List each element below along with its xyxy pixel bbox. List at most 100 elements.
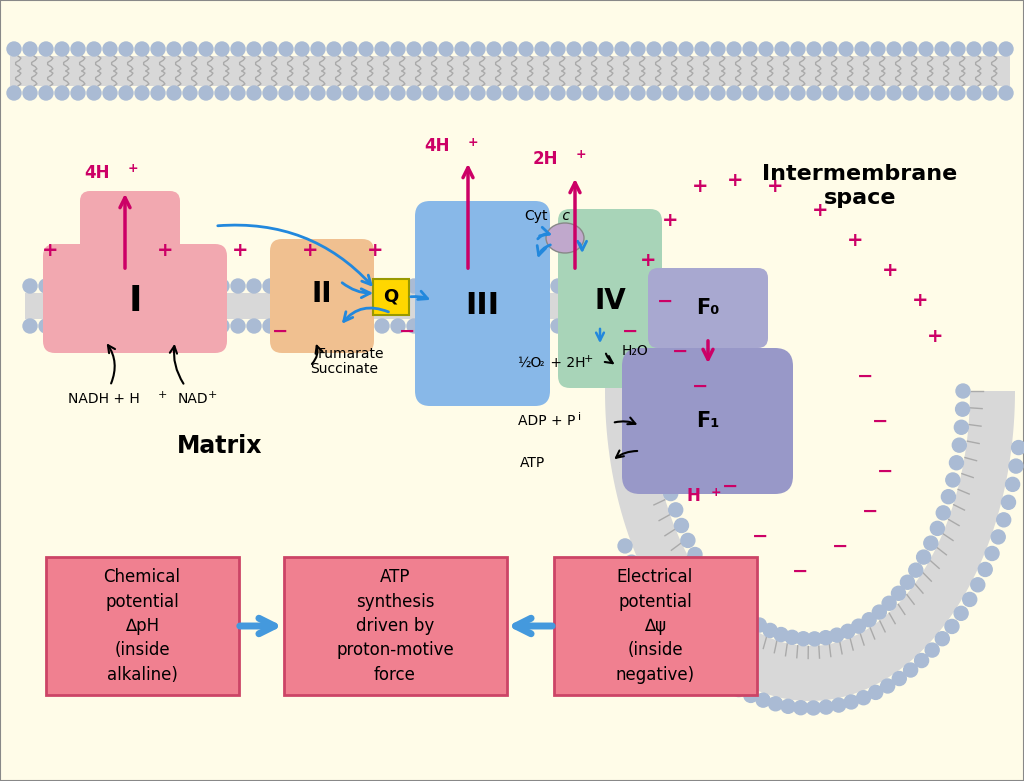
Circle shape bbox=[151, 42, 165, 56]
Circle shape bbox=[263, 42, 278, 56]
Circle shape bbox=[87, 86, 101, 100]
Circle shape bbox=[87, 42, 101, 56]
Text: −: − bbox=[398, 322, 415, 341]
Circle shape bbox=[343, 279, 357, 293]
Circle shape bbox=[650, 380, 664, 394]
Circle shape bbox=[167, 319, 181, 333]
Circle shape bbox=[808, 632, 821, 646]
Text: +: + bbox=[42, 241, 58, 261]
Circle shape bbox=[900, 576, 914, 589]
Circle shape bbox=[103, 86, 117, 100]
Circle shape bbox=[215, 86, 229, 100]
Circle shape bbox=[311, 319, 325, 333]
Circle shape bbox=[711, 42, 725, 56]
Circle shape bbox=[7, 42, 22, 56]
Circle shape bbox=[632, 571, 646, 585]
Circle shape bbox=[608, 279, 622, 293]
Circle shape bbox=[887, 42, 901, 56]
Circle shape bbox=[881, 679, 895, 693]
Circle shape bbox=[887, 86, 901, 100]
Circle shape bbox=[892, 672, 906, 686]
Circle shape bbox=[868, 686, 883, 700]
Text: +: + bbox=[367, 241, 383, 261]
Circle shape bbox=[375, 42, 389, 56]
Circle shape bbox=[535, 42, 549, 56]
Text: + 2H: + 2H bbox=[546, 356, 586, 370]
Circle shape bbox=[39, 42, 53, 56]
Text: +: + bbox=[584, 354, 593, 364]
FancyBboxPatch shape bbox=[622, 348, 793, 494]
Text: +: + bbox=[882, 262, 898, 280]
Circle shape bbox=[247, 86, 261, 100]
Circle shape bbox=[615, 279, 629, 293]
Circle shape bbox=[653, 435, 668, 449]
Polygon shape bbox=[605, 364, 1015, 701]
Circle shape bbox=[769, 697, 782, 711]
Circle shape bbox=[955, 402, 970, 416]
Circle shape bbox=[862, 613, 877, 626]
Circle shape bbox=[215, 279, 229, 293]
Circle shape bbox=[423, 42, 437, 56]
Text: +: + bbox=[231, 241, 248, 261]
Circle shape bbox=[841, 624, 855, 638]
Text: +: + bbox=[767, 177, 783, 195]
Circle shape bbox=[135, 279, 150, 293]
Circle shape bbox=[686, 649, 700, 663]
Text: Fumarate: Fumarate bbox=[318, 347, 384, 361]
Circle shape bbox=[615, 86, 629, 100]
Circle shape bbox=[407, 319, 421, 333]
Circle shape bbox=[471, 42, 485, 56]
Circle shape bbox=[23, 42, 37, 56]
Text: +: + bbox=[640, 251, 656, 270]
Circle shape bbox=[215, 42, 229, 56]
Circle shape bbox=[618, 539, 632, 553]
Text: Q: Q bbox=[383, 288, 398, 306]
Circle shape bbox=[935, 86, 949, 100]
Circle shape bbox=[151, 86, 165, 100]
Circle shape bbox=[71, 279, 85, 293]
Circle shape bbox=[919, 86, 933, 100]
Circle shape bbox=[679, 86, 693, 100]
Circle shape bbox=[703, 573, 718, 587]
Circle shape bbox=[359, 42, 373, 56]
Circle shape bbox=[55, 42, 69, 56]
Circle shape bbox=[407, 86, 421, 100]
Circle shape bbox=[103, 319, 117, 333]
Circle shape bbox=[423, 86, 437, 100]
Circle shape bbox=[103, 279, 117, 293]
Circle shape bbox=[71, 319, 85, 333]
FancyBboxPatch shape bbox=[648, 268, 768, 348]
Text: II: II bbox=[311, 280, 332, 308]
Circle shape bbox=[439, 319, 453, 333]
Circle shape bbox=[199, 86, 213, 100]
Circle shape bbox=[151, 319, 165, 333]
Circle shape bbox=[624, 279, 638, 293]
Circle shape bbox=[775, 86, 790, 100]
Circle shape bbox=[359, 319, 373, 333]
Circle shape bbox=[519, 319, 534, 333]
Circle shape bbox=[39, 279, 53, 293]
Circle shape bbox=[471, 279, 485, 293]
Circle shape bbox=[119, 42, 133, 56]
Circle shape bbox=[951, 42, 965, 56]
Text: Cyt: Cyt bbox=[524, 209, 548, 223]
Circle shape bbox=[295, 319, 309, 333]
Text: +: + bbox=[927, 326, 943, 345]
Circle shape bbox=[615, 42, 629, 56]
FancyBboxPatch shape bbox=[284, 557, 507, 695]
Circle shape bbox=[391, 42, 406, 56]
Circle shape bbox=[648, 600, 662, 614]
Circle shape bbox=[151, 279, 165, 293]
Circle shape bbox=[167, 86, 181, 100]
Circle shape bbox=[971, 578, 985, 592]
Circle shape bbox=[829, 628, 844, 642]
Text: NADH + H: NADH + H bbox=[68, 392, 139, 406]
Circle shape bbox=[455, 279, 469, 293]
Circle shape bbox=[983, 42, 997, 56]
Circle shape bbox=[855, 42, 869, 56]
Circle shape bbox=[263, 279, 278, 293]
Text: −: − bbox=[271, 322, 288, 341]
Circle shape bbox=[167, 42, 181, 56]
Circle shape bbox=[1012, 440, 1024, 455]
Ellipse shape bbox=[654, 140, 966, 642]
